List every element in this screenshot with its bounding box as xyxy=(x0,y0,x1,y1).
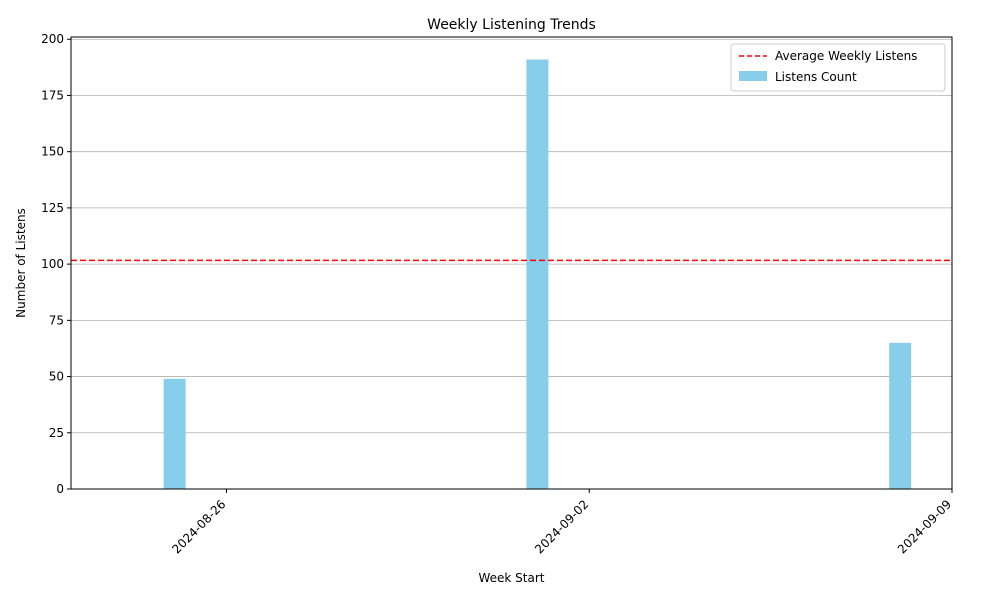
y-axis-ticks: 0 25 50 75 100 125 150 175 200 xyxy=(41,32,71,496)
y-tick-label: 50 xyxy=(49,370,64,384)
y-tick-label: 150 xyxy=(41,145,64,159)
chart-title: Weekly Listening Trends xyxy=(427,17,596,33)
y-tick-label: 0 xyxy=(56,482,64,496)
y-tick-label: 200 xyxy=(41,32,64,46)
plot-frame xyxy=(70,36,953,490)
legend-average-label: Average Weekly Listens xyxy=(775,49,917,63)
y-tick-label: 75 xyxy=(49,313,64,327)
legend-box xyxy=(730,43,946,92)
bar-2024-08-25 xyxy=(163,378,186,489)
y-axis-label: Number of Listens xyxy=(14,208,28,318)
legend-listens-label: Listens Count xyxy=(775,70,857,84)
y-tick-label: 25 xyxy=(49,426,64,440)
bars xyxy=(163,59,912,490)
y-tick-label: 100 xyxy=(41,257,64,271)
bar-2024-09-08 xyxy=(889,342,912,489)
legend: Average Weekly Listens Listens Count xyxy=(730,43,946,92)
legend-listens-swatch xyxy=(739,71,767,81)
y-tick-label: 125 xyxy=(41,201,64,215)
x-axis-label: Week Start xyxy=(478,571,544,585)
y-tick-label: 175 xyxy=(41,88,64,102)
bar-2024-09-01 xyxy=(526,59,549,490)
